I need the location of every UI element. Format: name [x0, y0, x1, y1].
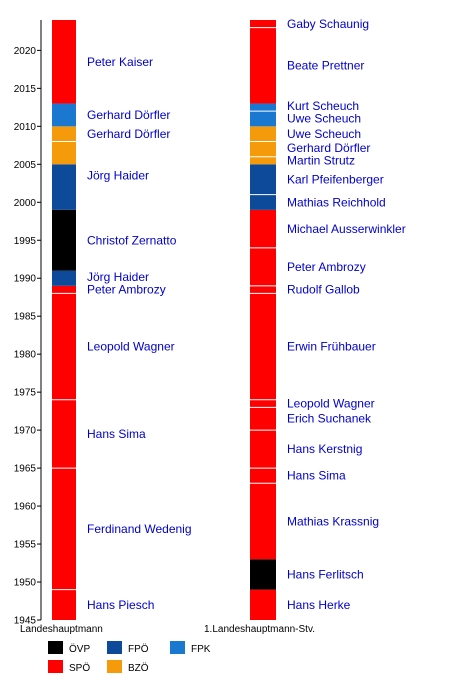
term-bar: [52, 468, 76, 590]
term-name-label: Gerhard Dörfler: [287, 141, 370, 155]
term-name-label: Uwe Scheuch: [287, 112, 361, 126]
y-tick-label: 1975: [14, 388, 37, 399]
term-name-label: Uwe Scheuch: [287, 127, 361, 141]
term-bar: [250, 126, 276, 142]
y-tick-label: 2020: [14, 46, 37, 57]
y-tick-label: 2015: [14, 84, 37, 95]
term-name-label: Peter Kaiser: [87, 55, 153, 69]
term-bar: [250, 27, 276, 104]
term-bar: [250, 468, 276, 484]
term-name-label: Leopold Wagner: [287, 397, 375, 411]
y-tick-label: 1955: [14, 540, 37, 551]
bars-layer: [52, 20, 276, 620]
legend-swatch: [48, 641, 63, 654]
term-name-label: Gerhard Dörfler: [87, 127, 170, 141]
term-name-label: Ferdinand Wedenig: [87, 522, 192, 536]
column-label: 1.Landeshauptmann-Stv.: [204, 624, 315, 635]
y-tick-label: 1990: [14, 274, 37, 285]
legend-label: SPÖ: [69, 662, 90, 674]
y-axis: 1945 1950 1955 1960 1965 1970 1975 1980 1985 1990…: [14, 20, 315, 635]
y-tick-label: 1985: [14, 312, 37, 323]
legend-swatch: [107, 660, 122, 673]
legend-label: FPK: [191, 644, 211, 655]
term-bar: [250, 430, 276, 469]
term-name-label: Gerhard Dörfler: [87, 108, 170, 122]
legend-swatch: [48, 660, 63, 673]
term-bar: [52, 209, 76, 271]
legend-swatch: [107, 641, 122, 654]
term-bar: [250, 209, 276, 248]
column-label: Landeshauptmann: [20, 624, 103, 635]
term-name-label: Jörg Haider: [87, 270, 149, 284]
y-tick-label: 1980: [14, 350, 37, 361]
term-bar: [250, 156, 276, 165]
y-tick-label: 1965: [14, 464, 37, 475]
term-bar: [250, 293, 276, 400]
term-name-label: Hans Herke: [287, 598, 351, 612]
term-bar: [250, 285, 276, 294]
term-bar: [250, 20, 276, 28]
term-name-label: Gaby Schaunig: [287, 17, 369, 31]
y-tick-label: 1995: [14, 236, 37, 247]
term-bar: [250, 194, 276, 210]
term-bar: [250, 103, 276, 112]
term-name-label: Peter Ambrozy: [287, 260, 366, 274]
term-bar: [52, 164, 76, 210]
term-name-label: Leopold Wagner: [87, 340, 175, 354]
term-name-label: Hans Piesch: [87, 598, 154, 612]
term-bar: [52, 126, 76, 142]
legend-swatch: [170, 641, 185, 654]
term-bar: [250, 559, 276, 590]
term-bar: [52, 285, 76, 294]
legend-label: FPÖ: [128, 643, 149, 655]
term-bar: [250, 247, 276, 286]
term-bar: [52, 399, 76, 469]
term-bar: [250, 111, 276, 127]
term-bar: [250, 407, 276, 431]
term-bar: [250, 141, 276, 157]
term-name-label: Karl Pfeifenberger: [287, 172, 384, 186]
term-name-label: Erich Suchanek: [287, 412, 372, 426]
y-tick-label: 2000: [14, 198, 37, 209]
term-bar: [52, 293, 76, 400]
y-tick-label: 1945: [14, 616, 37, 627]
term-bar: [250, 589, 276, 620]
term-name-label: Peter Ambrozy: [87, 283, 166, 297]
y-tick-label: 2010: [14, 122, 37, 133]
term-name-label: Mathias Reichhold: [287, 195, 386, 209]
term-bar: [52, 270, 76, 286]
term-name-label: Michael Ausserwinkler: [287, 222, 406, 236]
term-bar: [52, 20, 76, 104]
term-name-label: Beate Prettner: [287, 59, 364, 73]
term-name-label: Christof Zernatto: [87, 233, 177, 247]
y-tick-label: 2005: [14, 160, 37, 171]
term-name-label: Kurt Scheuch: [287, 99, 359, 113]
term-name-label: Erwin Frühbauer: [287, 340, 376, 354]
term-bar: [52, 141, 76, 165]
term-name-label: Hans Ferlitsch: [287, 567, 364, 581]
y-tick-label: 1970: [14, 426, 37, 437]
term-bar: [52, 103, 76, 127]
term-bar: [52, 589, 76, 620]
term-name-label: Rudolf Gallob: [287, 283, 360, 297]
term-name-label: Jörg Haider: [87, 169, 149, 183]
term-name-label: Hans Kerstnig: [287, 442, 362, 456]
term-name-label: Martin Strutz: [287, 154, 355, 168]
term-bar: [250, 483, 276, 560]
name-labels: Hans Piesch Ferdinand Wedenig Hans Sima Leo…: [87, 17, 406, 612]
term-name-label: Hans Sima: [87, 427, 146, 441]
term-name-label: Hans Sima: [287, 469, 346, 483]
term-name-label: Mathias Krassnig: [287, 514, 379, 528]
legend-label: BZÖ: [128, 662, 149, 674]
y-tick-label: 1960: [14, 502, 37, 513]
legend-label: ÖVP: [69, 643, 90, 655]
term-bar: [250, 164, 276, 195]
y-tick-label: 1950: [14, 578, 37, 589]
legend: ÖVP FPÖ FPK SPÖ BZÖ: [48, 641, 211, 674]
term-bar: [250, 399, 276, 408]
